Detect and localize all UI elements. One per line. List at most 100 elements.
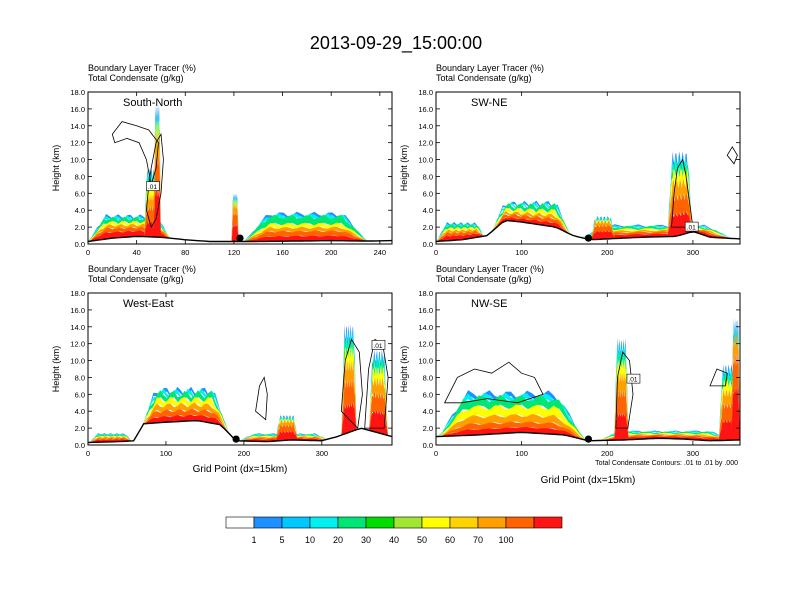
- colorbar-swatch: [477, 516, 507, 529]
- tracer-band: [487, 211, 573, 236]
- tracer-band: [232, 436, 338, 441]
- y-tick-label: 16.0: [418, 105, 433, 114]
- tracer-band: [436, 414, 586, 441]
- y-tick-label: 4.0: [423, 407, 433, 416]
- plot-frame: [435, 91, 741, 245]
- y-tick-label: 14.0: [418, 122, 433, 131]
- colorbar-swatch: [309, 516, 339, 529]
- tracer-band: [243, 226, 368, 242]
- y-tick-label: 4.0: [75, 407, 85, 416]
- tracer-band: [243, 214, 368, 242]
- colorbar-label: 10: [305, 535, 315, 545]
- condensate-contour: [709, 368, 728, 387]
- colorbar-swatch: [225, 516, 255, 529]
- y-tick-label: 8.0: [75, 172, 85, 181]
- contour-label-box: [146, 181, 160, 191]
- x-tick-label: 100: [160, 449, 173, 458]
- y-axis-label: Height (km): [399, 346, 409, 393]
- colorbar-swatch: [505, 516, 535, 529]
- panel-label: West-East: [123, 298, 174, 310]
- x-tick-label: 200: [601, 449, 614, 458]
- colorbar-label: 60: [445, 535, 455, 545]
- y-tick-label: 12.0: [418, 340, 433, 349]
- tracer-band: [487, 217, 573, 236]
- tracer-band: [232, 435, 338, 441]
- y-tick-label: 16.0: [70, 105, 85, 114]
- tracer-region: [88, 433, 135, 443]
- tracer-band: [136, 414, 233, 438]
- colorbar-swatch: [337, 516, 367, 529]
- y-tick-label: 6.0: [75, 189, 85, 198]
- colorbar-swatch: [533, 516, 563, 529]
- tracer-band: [88, 437, 135, 443]
- tracer-band: [341, 378, 357, 436]
- tracer-band: [731, 331, 740, 441]
- x-tick-label: 100: [515, 449, 528, 458]
- panel-label: South-North: [123, 97, 182, 109]
- x-axis-label: Grid Point (dx=15km): [193, 464, 288, 475]
- y-tick-label: 18.0: [70, 289, 85, 298]
- x-tick-label: 200: [325, 248, 338, 257]
- panel-nw-se: .01 0.0 2.0 4.0 6.0 8.0 10.0 12.0 14.0 16.0 18.0 0 1…: [399, 264, 741, 486]
- tracer-band: [436, 230, 488, 242]
- site-marker: [584, 234, 593, 242]
- y-tick-label: 14.0: [418, 323, 433, 332]
- y-tick-label: 0.0: [75, 240, 85, 249]
- y-tick-label: 2.0: [75, 223, 85, 232]
- x-tick-label: 0: [434, 248, 438, 257]
- colorbar-label: 5: [279, 535, 284, 545]
- plot-frame: [87, 292, 393, 446]
- condensate-contour: [726, 146, 738, 165]
- x-tick-label: 100: [515, 248, 528, 257]
- tracer-region: [231, 193, 239, 242]
- plot-area: [436, 146, 740, 243]
- x-tick-label: 40: [132, 248, 140, 257]
- tracer-band: [136, 402, 233, 438]
- x-tick-label: 0: [86, 449, 90, 458]
- tracer-band: [436, 421, 586, 441]
- y-tick-label: 2.0: [423, 424, 433, 433]
- condensate-contour: [443, 361, 544, 404]
- tracer-band: [153, 153, 161, 238]
- y-tick-label: 12.0: [70, 340, 85, 349]
- site-marker: [236, 234, 244, 242]
- plot-area: [88, 324, 392, 444]
- y-tick-label: 2.0: [75, 424, 85, 433]
- y-tick-label: 10.0: [70, 357, 85, 366]
- tracer-region: [136, 386, 233, 438]
- tracer-region: [590, 430, 740, 441]
- tracer-band: [231, 202, 239, 242]
- tracer-band: [614, 372, 629, 441]
- terrain-line: [88, 419, 392, 444]
- colorbar-label: 40: [389, 535, 399, 545]
- panel-west-east: .01 0.0 2.0 4.0 6.0 8.0 10.0 12.0 14.0 16.0 18.0 0 1…: [51, 264, 393, 475]
- y-tick-label: 6.0: [423, 189, 433, 198]
- tracer-band: [614, 390, 629, 441]
- colorbar-swatch: [253, 516, 283, 529]
- x-tick-label: 300: [316, 449, 329, 458]
- tracer-band: [590, 434, 740, 441]
- tracer-band: [436, 427, 586, 441]
- plot-area: [436, 318, 740, 442]
- x-tick-label: 80: [181, 248, 189, 257]
- contour-label: .01: [687, 225, 696, 232]
- y-axis-label: Height (km): [399, 145, 409, 192]
- x-tick-label: 240: [374, 248, 387, 257]
- panel-label: NW-SE: [471, 298, 507, 310]
- tracer-band: [275, 424, 299, 442]
- panel-south-north: .01 0.0 2.0 4.0 6.0 8.0 10.0 12.0 14.0 16.0 18.0 0 4…: [51, 63, 393, 257]
- colorbar-label: 100: [498, 535, 513, 545]
- y-tick-label: 10.0: [70, 156, 85, 165]
- panel-title-line-1: Boundary Layer Tracer (%): [88, 264, 196, 274]
- tracer-band: [368, 376, 389, 436]
- panel-title-line-1: Boundary Layer Tracer (%): [436, 63, 544, 73]
- tracer-band: [243, 230, 368, 242]
- site-marker: [584, 435, 593, 443]
- y-tick-label: 18.0: [418, 289, 433, 298]
- y-axis-label: Height (km): [51, 346, 61, 393]
- panel-title-line-1: Boundary Layer Tracer (%): [436, 264, 544, 274]
- y-tick-label: 8.0: [75, 373, 85, 382]
- x-tick-label: 0: [434, 449, 438, 458]
- contour-label-box: [371, 340, 386, 350]
